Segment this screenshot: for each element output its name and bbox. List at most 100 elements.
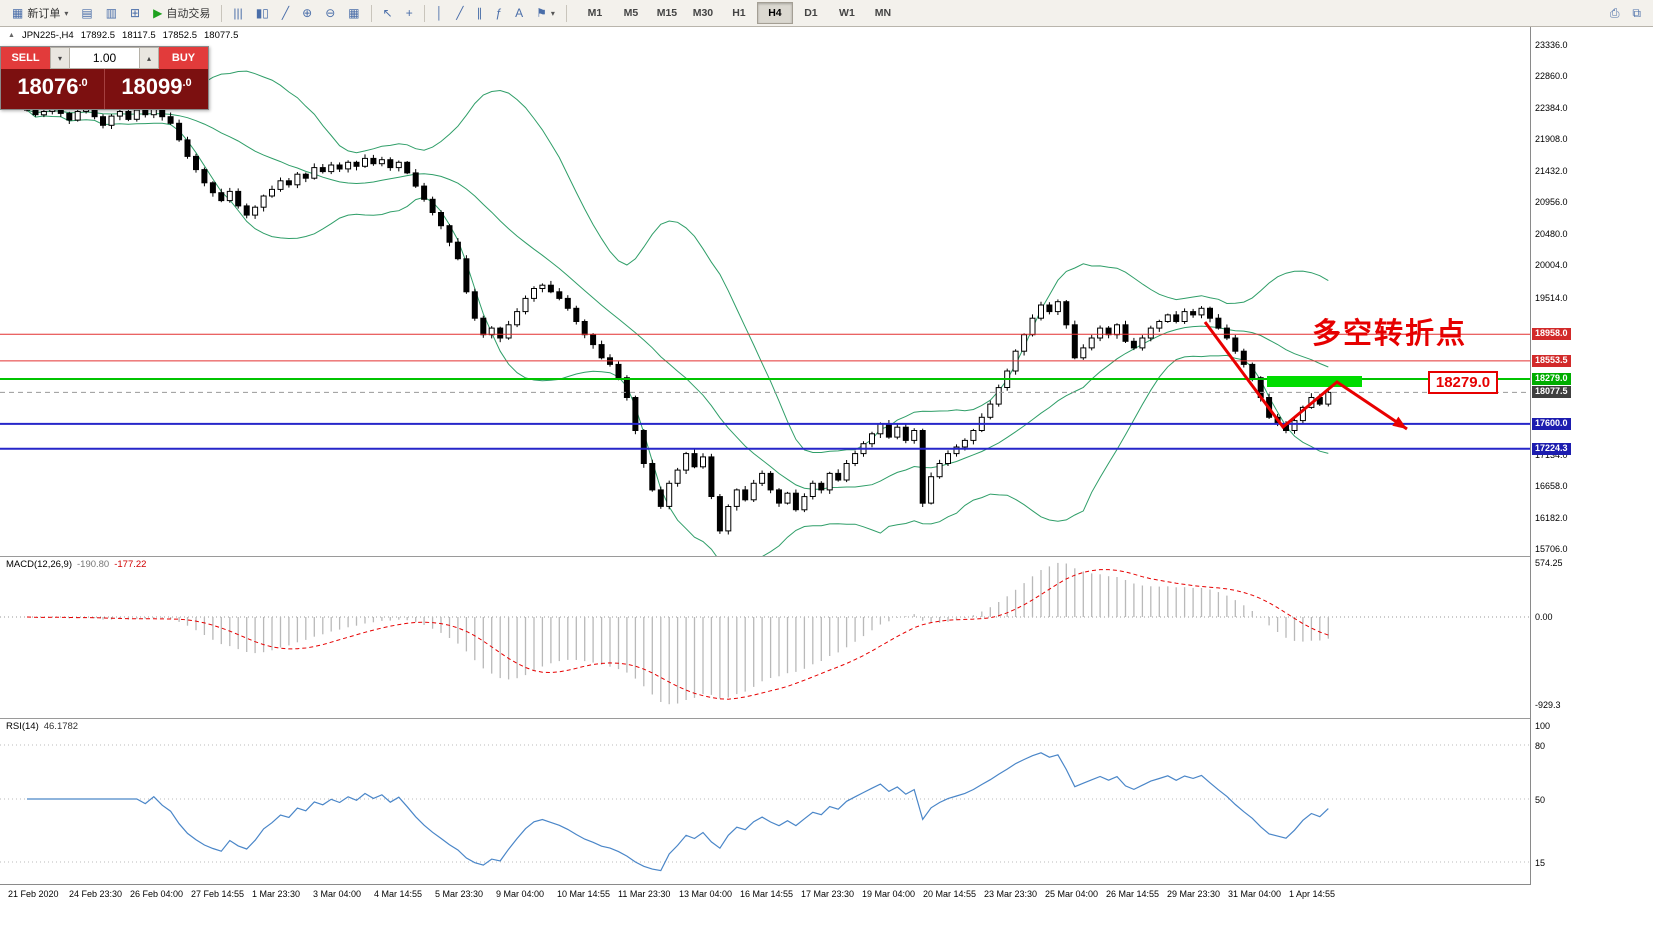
- bollinger-bands: [26, 70, 1329, 556]
- candlestick-chart-button[interactable]: ▮▯: [250, 2, 275, 25]
- price-tick: 20956.0: [1535, 197, 1568, 208]
- rsi-axis-tick: 15: [1535, 858, 1546, 868]
- price-level-chip: 18077.5: [1532, 386, 1571, 399]
- sell-price-button[interactable]: 18076.0: [1, 69, 104, 109]
- zoom-in-button[interactable]: ⊕: [296, 2, 318, 25]
- timeframe-m1-button[interactable]: M1: [587, 7, 603, 19]
- volume-input[interactable]: [70, 47, 139, 69]
- timeframe-group: M1 M5 M15 M30 H1 H4 D1 W1 MN: [577, 2, 901, 24]
- macd-chart[interactable]: [0, 557, 1530, 718]
- text-icon: A: [515, 6, 524, 20]
- time-axis[interactable]: 21 Feb 2020 24 Feb 23:30 26 Feb 04:00 27 Fe…: [0, 884, 1653, 905]
- time-tick: 26 Mar 14:55: [1106, 889, 1160, 899]
- sell-price-frac: .0: [78, 77, 88, 89]
- toolbar-right-group: ⎙ ⧉: [1604, 2, 1647, 25]
- cursor-button[interactable]: ↖: [377, 2, 399, 25]
- autotrade-button[interactable]: ▶ 自动交易: [147, 2, 216, 25]
- price-tick: 20004.0: [1535, 260, 1568, 271]
- time-tick: 19 Mar 04:00: [862, 889, 916, 899]
- buy-price-button[interactable]: 18099.0: [105, 69, 208, 109]
- sell-button[interactable]: SELL: [1, 47, 50, 69]
- time-tick: 4 Mar 14:55: [374, 889, 423, 899]
- panel-splitter[interactable]: [0, 718, 1653, 719]
- time-tick: 3 Mar 04:00: [313, 889, 362, 899]
- trend-arrow-head: [1392, 416, 1407, 429]
- text-button[interactable]: A: [509, 2, 529, 25]
- time-tick: 31 Mar 04:00: [1228, 889, 1282, 899]
- timeframe-d1-button[interactable]: D1: [804, 7, 818, 19]
- equidistant-channel-icon: ∥: [476, 6, 483, 20]
- time-tick: 23 Mar 23:30: [984, 889, 1038, 899]
- navigator-button[interactable]: ⊞: [124, 2, 146, 25]
- highlight-zone[interactable]: [1267, 376, 1362, 387]
- new-order-icon: ▦: [12, 6, 24, 20]
- turning-point-annotation[interactable]: 多空转折点: [1312, 318, 1468, 350]
- fibonacci-button[interactable]: ƒ: [489, 2, 508, 25]
- equidistant-channel-button[interactable]: ∥: [470, 2, 488, 25]
- time-tick: 1 Apr 14:55: [1289, 889, 1336, 899]
- tile-windows-icon: ▦: [348, 6, 360, 20]
- timeframe-m30-button[interactable]: M30: [692, 7, 714, 19]
- panel-splitter[interactable]: [0, 556, 1653, 557]
- line-chart-button[interactable]: ╱: [276, 2, 295, 25]
- print-button[interactable]: ⎙: [1604, 2, 1626, 25]
- trade-widget-prices: 18076.0 18099.0: [1, 69, 208, 109]
- timeframe-m15-button[interactable]: M15: [656, 7, 678, 19]
- vertical-line-icon: │: [435, 6, 444, 20]
- price-tick: 17134.0: [1535, 449, 1568, 460]
- data-window-button[interactable]: ▥: [100, 2, 123, 25]
- dropdown-caret-icon: ▾: [550, 8, 555, 18]
- time-tick: 5 Mar 23:30: [435, 889, 484, 899]
- time-tick: 1 Mar 23:30: [252, 889, 301, 899]
- timeframe-m5-button[interactable]: M5: [623, 7, 639, 19]
- time-tick: 27 Feb 14:55: [191, 889, 245, 899]
- crosshair-icon: +: [405, 6, 413, 20]
- toolbar: ▦ 新订单 ▾ ▤ ▥ ⊞ ▶ 自动交易 ||| ▮▯ ╱ ⊕ ⊖ ▦ ↖ + │ ╱ ∥ ƒ A ⚑ ▾ M1 M5 M15 M…: [0, 0, 1653, 27]
- trade-widget-controls: SELL ▾ ▴ BUY: [1, 47, 208, 69]
- arrows-button[interactable]: ⚑ ▾: [530, 2, 561, 25]
- price-tick: 23336.0: [1535, 40, 1568, 50]
- price-axis[interactable]: 23336.0 22860.0 22384.0 21908.0 21432.0 20956…: [1530, 27, 1653, 885]
- navigator-icon: ⊞: [130, 6, 141, 20]
- macd-main-value: -190.80: [77, 559, 110, 570]
- timeframe-w1-button[interactable]: W1: [839, 7, 855, 19]
- new-order-button[interactable]: ▦ 新订单 ▾: [6, 2, 74, 25]
- new-chart-window-button[interactable]: ⧉: [1626, 2, 1647, 25]
- vertical-line-button[interactable]: │: [430, 2, 450, 25]
- timeframe-h1-button[interactable]: H1: [732, 7, 746, 19]
- tile-windows-button[interactable]: ▦: [342, 2, 365, 25]
- ohlc-high: 18117.5: [122, 30, 156, 41]
- new-order-label: 新订单: [27, 8, 61, 20]
- bar-chart-icon: |||: [233, 6, 243, 20]
- rsi-label: RSI(14) 46.1782: [6, 721, 78, 732]
- volume-down-button[interactable]: ▾: [50, 47, 70, 69]
- zoom-out-button[interactable]: ⊖: [319, 2, 341, 25]
- print-icon: ⎙: [1609, 6, 1620, 20]
- trendline-button[interactable]: ╱: [450, 2, 469, 25]
- market-watch-button[interactable]: ▤: [75, 2, 98, 25]
- price-chart[interactable]: [0, 27, 1530, 556]
- trend-arrow[interactable]: [1203, 321, 1408, 431]
- bar-chart-button[interactable]: |||: [227, 2, 248, 25]
- cursor-icon: ↖: [382, 6, 393, 20]
- zoom-out-icon: ⊖: [325, 6, 336, 20]
- price-callout[interactable]: 18279.0: [1428, 371, 1498, 394]
- buy-button[interactable]: BUY: [159, 47, 208, 69]
- macd-signal-line: [26, 569, 1329, 700]
- volume-up-button[interactable]: ▴: [139, 47, 159, 69]
- timeframe-h4-button[interactable]: H4: [756, 2, 793, 24]
- data-window-icon: ▥: [105, 6, 118, 20]
- chart-symbol-icon: ▲: [8, 32, 15, 39]
- rsi-chart[interactable]: [0, 719, 1530, 883]
- toolbar-left-group: ▦ 新订单 ▾ ▤ ▥ ⊞ ▶ 自动交易 ||| ▮▯ ╱ ⊕ ⊖ ▦ ↖ + │ ╱ ∥ ƒ A ⚑ ▾: [6, 2, 571, 25]
- timeframe-mn-button[interactable]: MN: [874, 7, 892, 19]
- horizontal-levels[interactable]: [0, 333, 1530, 450]
- main-chart-panel: ▲ JPN225-,H4 17892.5 18117.5 17852.5 180…: [0, 27, 1530, 556]
- price-level-chip: 18279.0: [1532, 373, 1571, 385]
- trade-widget-divider: [104, 69, 105, 109]
- time-tick: 26 Feb 04:00: [130, 889, 184, 899]
- time-tick: 10 Mar 14:55: [557, 889, 611, 899]
- rsi-panel: RSI(14) 46.1782: [0, 719, 1530, 883]
- crosshair-button[interactable]: +: [400, 2, 419, 25]
